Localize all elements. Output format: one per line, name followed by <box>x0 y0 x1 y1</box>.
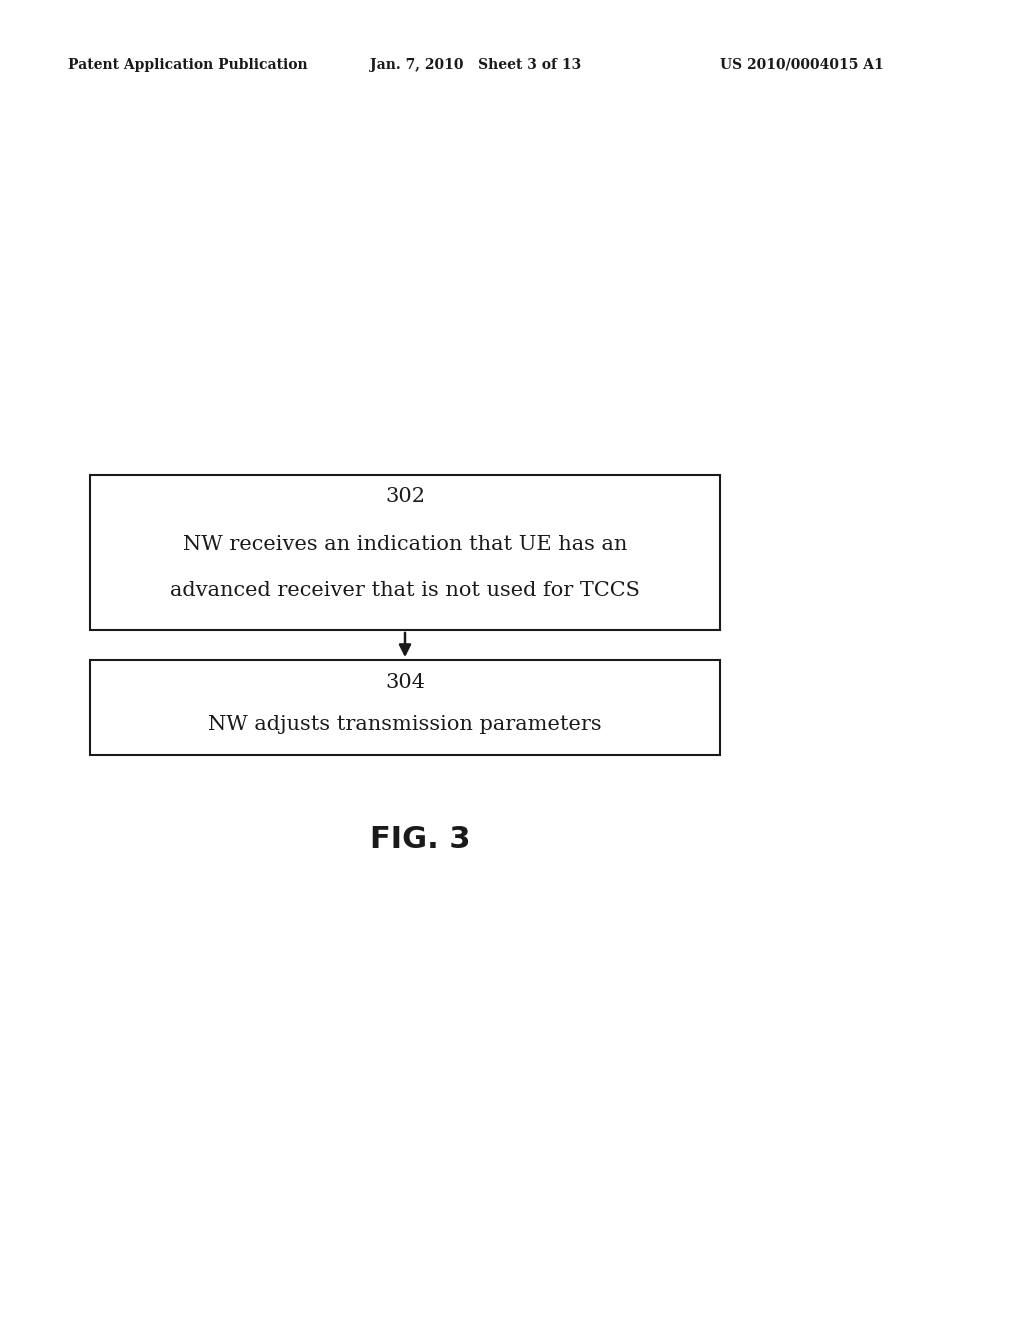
Text: 304: 304 <box>385 672 425 692</box>
Text: 302: 302 <box>385 487 425 507</box>
Text: Jan. 7, 2010   Sheet 3 of 13: Jan. 7, 2010 Sheet 3 of 13 <box>370 58 582 73</box>
Text: Patent Application Publication: Patent Application Publication <box>68 58 307 73</box>
Text: US 2010/0004015 A1: US 2010/0004015 A1 <box>720 58 884 73</box>
Text: advanced receiver that is not used for TCCS: advanced receiver that is not used for T… <box>170 581 640 599</box>
Text: NW adjusts transmission parameters: NW adjusts transmission parameters <box>208 715 602 734</box>
Bar <box>90 660 720 755</box>
Text: FIG. 3: FIG. 3 <box>370 825 470 854</box>
Bar <box>90 475 720 630</box>
Text: NW receives an indication that UE has an: NW receives an indication that UE has an <box>183 536 627 554</box>
